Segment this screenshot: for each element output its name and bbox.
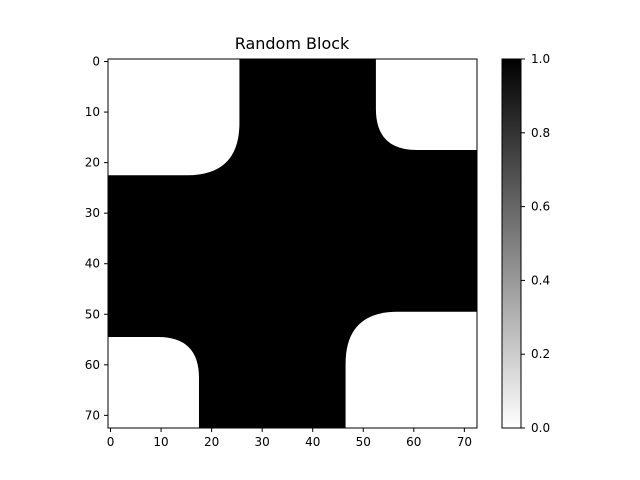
colorbar-tick-label: 1.0 bbox=[531, 52, 550, 66]
x-tick-label: 20 bbox=[204, 435, 219, 449]
y-tick-label: 20 bbox=[85, 156, 100, 170]
y-tick-label: 40 bbox=[85, 257, 100, 271]
colorbar bbox=[501, 58, 522, 429]
colorbar-tick-label: 0.0 bbox=[531, 421, 550, 435]
x-tick-label: 40 bbox=[305, 435, 320, 449]
colorbar-axis: 0.0 0.2 0.4 0.6 0.8 1.0 bbox=[521, 52, 550, 435]
x-tick-label: 30 bbox=[255, 435, 270, 449]
colorbar-tick-label: 0.6 bbox=[531, 200, 550, 214]
y-tick-label: 60 bbox=[85, 358, 100, 372]
x-tick-label: 60 bbox=[406, 435, 421, 449]
y-tick-label: 50 bbox=[85, 307, 100, 321]
heatmap-image bbox=[108, 59, 477, 428]
white-region-top-right bbox=[375, 59, 477, 150]
y-tick-label: 0 bbox=[92, 55, 100, 69]
x-tick-label: 10 bbox=[153, 435, 168, 449]
x-axis: 0 10 20 30 40 50 60 70 bbox=[107, 428, 472, 449]
white-region-bottom-left bbox=[108, 337, 199, 428]
plot-frame bbox=[107, 58, 478, 429]
x-tick-label: 50 bbox=[356, 435, 371, 449]
white-regions bbox=[108, 59, 477, 428]
colorbar-tick-label: 0.2 bbox=[531, 347, 550, 361]
white-region-bottom-right bbox=[345, 311, 477, 428]
y-tick-label: 70 bbox=[85, 408, 100, 422]
y-tick-label: 10 bbox=[85, 105, 100, 119]
white-region-top-left bbox=[108, 59, 240, 176]
colorbar-tick-label: 0.4 bbox=[531, 273, 550, 287]
chart-title: Random Block bbox=[235, 34, 350, 53]
x-tick-label: 0 bbox=[107, 435, 115, 449]
x-tick-label: 70 bbox=[457, 435, 472, 449]
colorbar-tick-label: 0.8 bbox=[531, 126, 550, 140]
y-tick-label: 30 bbox=[85, 206, 100, 220]
y-axis: 0 10 20 30 40 50 60 70 bbox=[85, 55, 108, 422]
